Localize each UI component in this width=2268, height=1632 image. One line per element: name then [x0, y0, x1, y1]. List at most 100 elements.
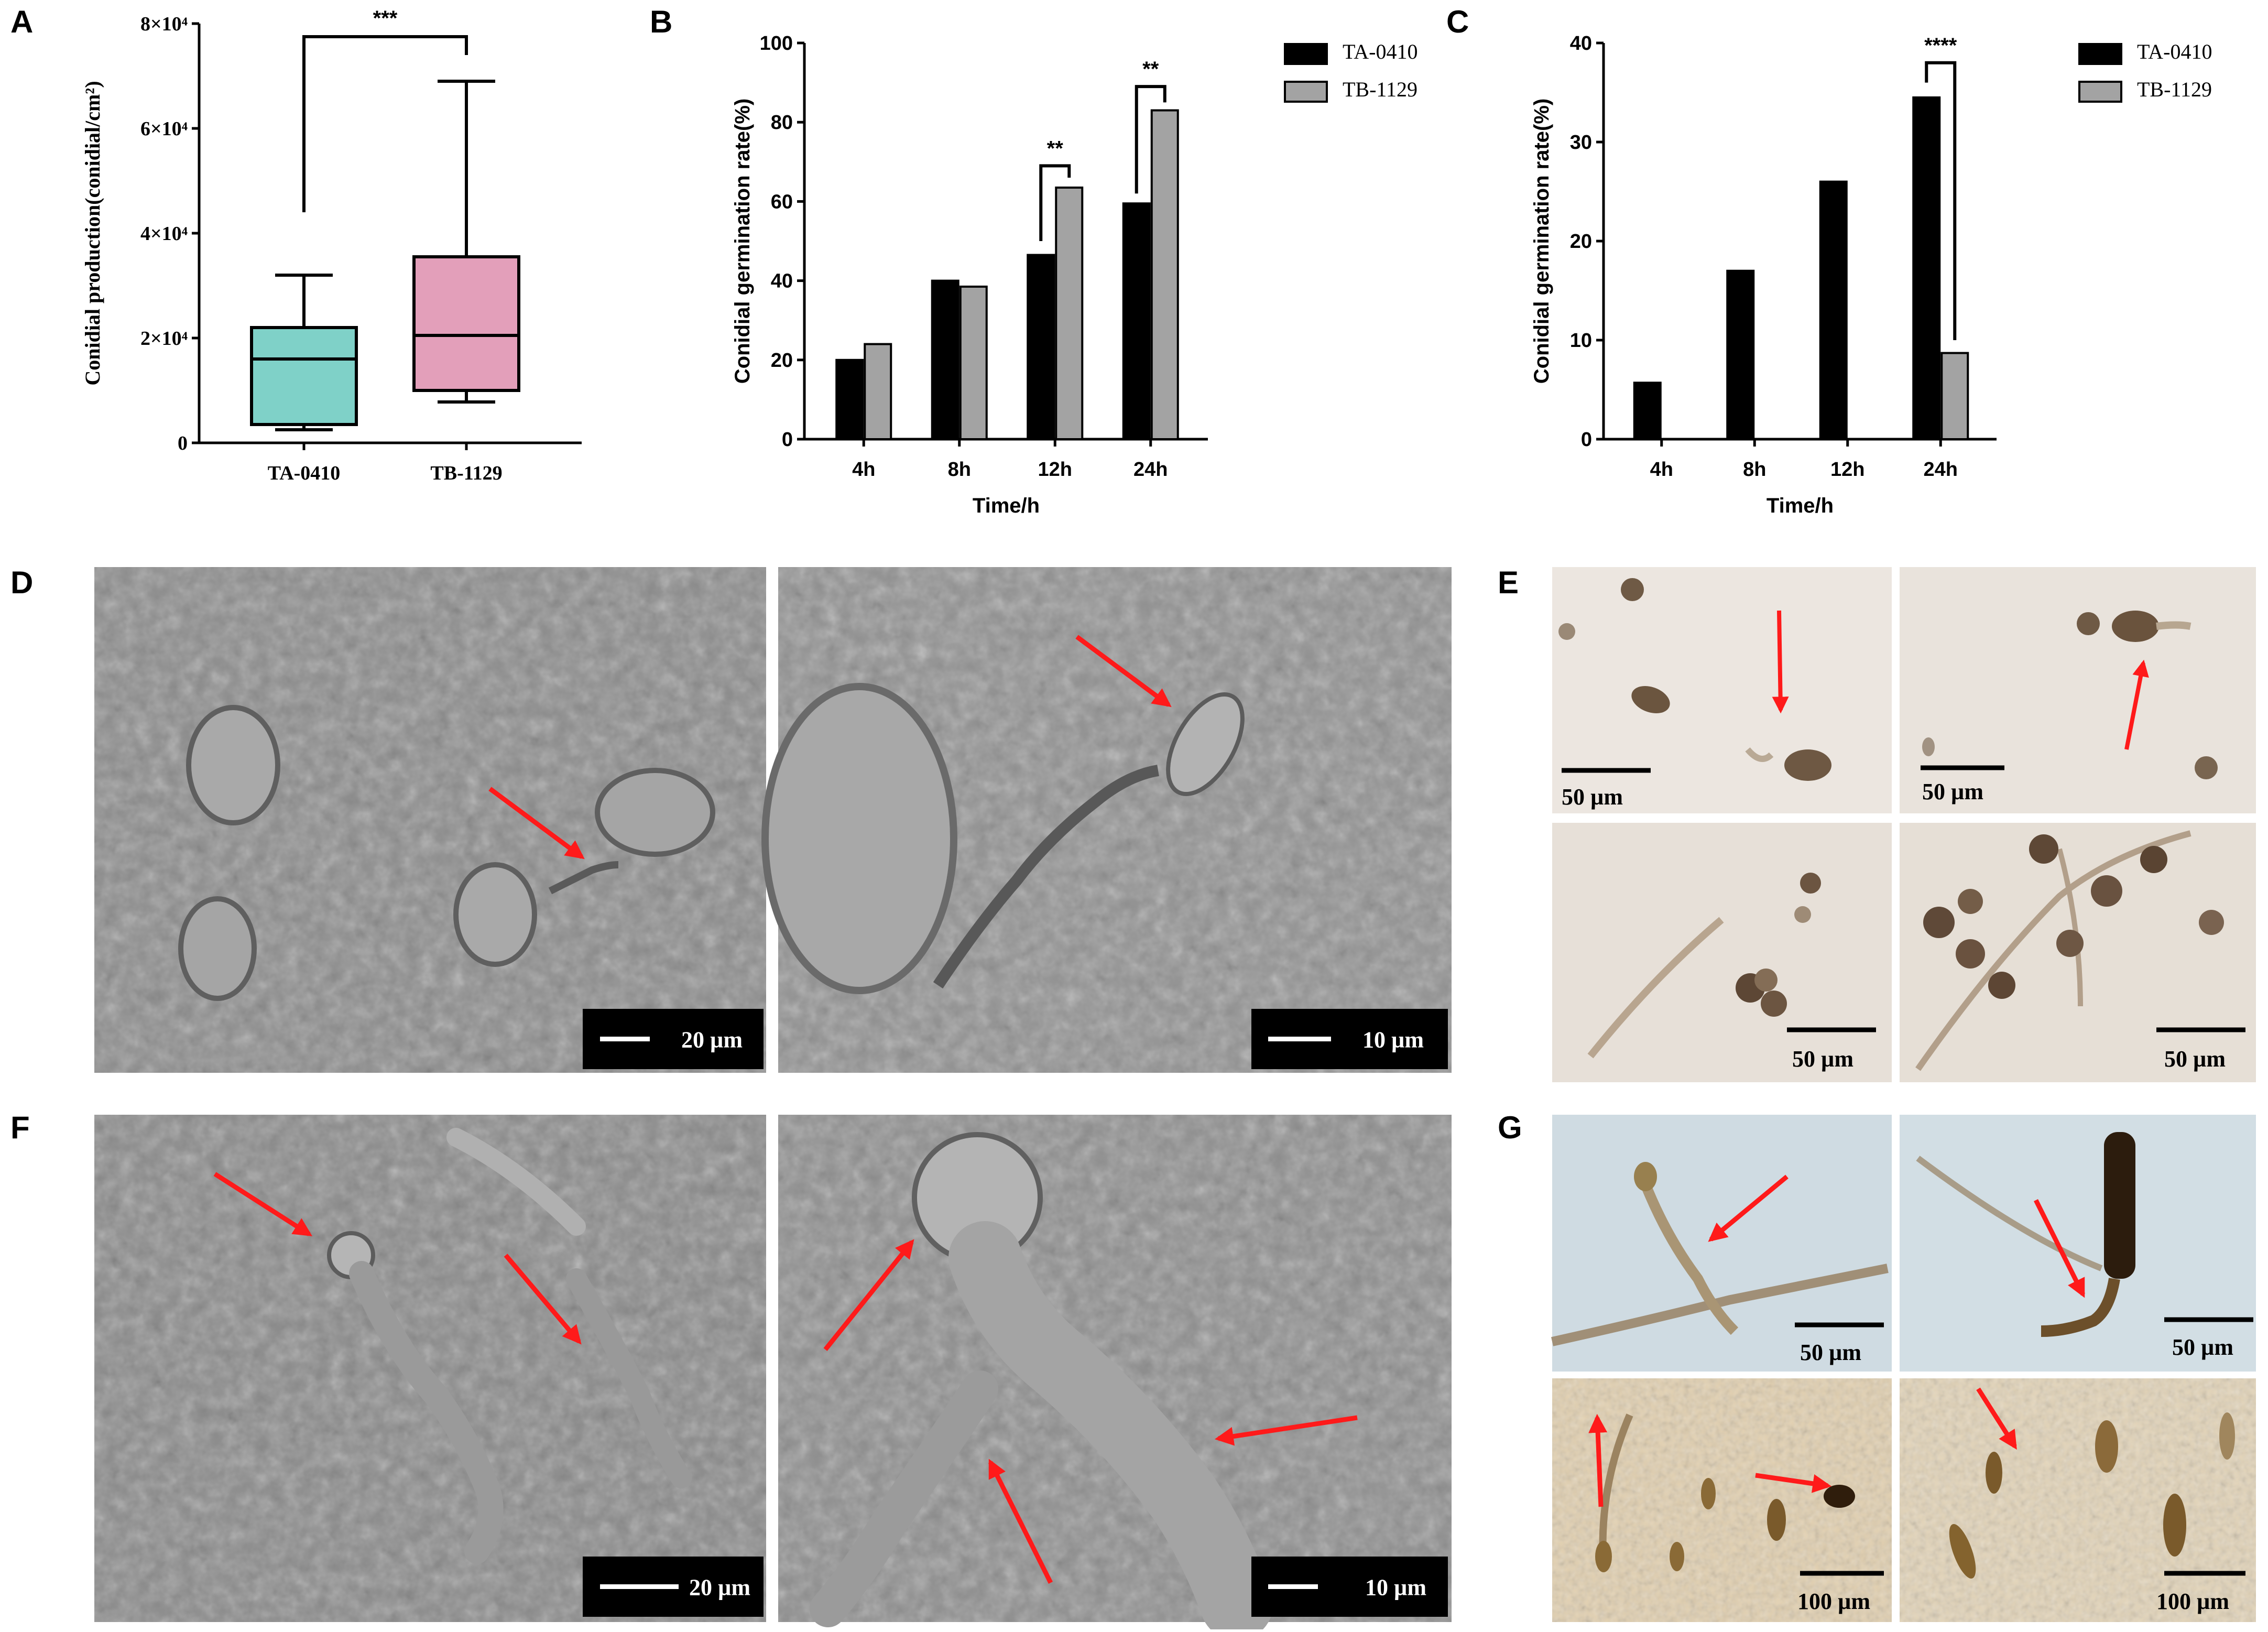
micrograph-e-bottom-right — [1900, 823, 2256, 1082]
scale-bar-label: 100 µm — [2156, 1589, 2229, 1614]
scale-bar-label: 50 µm — [1922, 779, 1983, 804]
y-tick-label: 0 — [782, 429, 793, 451]
bar-tb-1129 — [1055, 186, 1084, 440]
y-axis-title: Conidial production(conidial/cm²) — [81, 81, 104, 385]
y-tick-label: 4×10⁴ — [140, 223, 188, 245]
bar-tb-1129 — [864, 343, 892, 440]
scale-bar-label: 20 µm — [689, 1575, 750, 1601]
micrograph-g-top-left — [1551, 1115, 1892, 1372]
chart-a-box-plot: 0 2×10⁴ 4×10⁴ 6×10⁴ 8×10⁴ TA-0410 TB-1129 *** Co… — [81, 7, 582, 484]
arrow-indicator — [1755, 1473, 1832, 1493]
panel-letter-e: E — [1498, 565, 1519, 600]
y-tick-label: 100 — [760, 32, 793, 55]
significance-bracket — [302, 35, 468, 212]
arrow-indicator — [1588, 1413, 1608, 1507]
significance-label: ** — [1047, 137, 1064, 160]
scale-bar-label: 50 µm — [1562, 784, 1623, 810]
y-axis-title: Conidial germination rate(%) — [731, 99, 754, 384]
micrograph-e-top-left — [1552, 567, 1892, 813]
panel-letter-f: F — [10, 1110, 30, 1145]
x-tick-label: 24h — [1924, 459, 1958, 481]
arrow-indicator — [2033, 1199, 2086, 1298]
bar-ta-0410 — [1819, 180, 1848, 440]
legend-label: TA-0410 — [2137, 40, 2212, 63]
x-tick-label: 12h — [1830, 459, 1864, 481]
legend-swatch — [2078, 81, 2122, 103]
arrow-indicator — [988, 1459, 1053, 1584]
arrow-indicator — [2124, 659, 2149, 750]
scale-bar-label: 50 µm — [1800, 1340, 1861, 1365]
arrow-indicator — [1976, 1387, 2017, 1450]
significance-bracket — [1135, 85, 1166, 194]
arrow-indicator — [504, 1254, 582, 1345]
arrow-indicator — [488, 787, 585, 859]
legend-label: TB-1129 — [1343, 78, 1418, 101]
bar-ta-0410 — [835, 358, 864, 440]
arrow-indicator — [1214, 1415, 1358, 1446]
y-tick-label: 20 — [771, 350, 793, 372]
micrograph-g-bottom-right — [1900, 1378, 2256, 1622]
micrograph-e-bottom-left — [1552, 823, 1892, 1082]
scale-bar-label: 20 µm — [681, 1027, 743, 1053]
bar-tb-1129 — [1150, 109, 1179, 440]
x-tick-label: TB-1129 — [430, 462, 502, 484]
x-tick-label: TA-0410 — [268, 462, 341, 484]
legend-label: TB-1129 — [2137, 78, 2212, 101]
bar-ta-0410 — [1633, 382, 1662, 441]
scale-bar-label: 10 µm — [1365, 1575, 1426, 1601]
scale-bar-label: 50 µm — [1792, 1046, 1853, 1072]
y-tick-label: 10 — [1570, 330, 1592, 352]
chart-c-bar-chart: 0 10 20 30 40 4h 8h 12h 24h Time/h Conidial germin… — [1530, 32, 2212, 517]
x-tick-label: 8h — [948, 459, 971, 481]
micrograph-d-left — [94, 567, 766, 1073]
panel-letter-a: A — [10, 4, 33, 39]
chart-b-bar-chart: 0 20 40 60 80 100 4h 8h 12h 24h Time/h Conidial ger… — [731, 32, 1418, 517]
y-tick-label: 8×10⁴ — [140, 13, 188, 35]
arrow-indicator — [213, 1172, 313, 1236]
micrograph-g-bottom-left — [1552, 1378, 1892, 1622]
bar-ta-0410 — [1726, 269, 1755, 440]
x-axis-title: Time/h — [973, 494, 1040, 517]
x-tick-label: 4h — [852, 459, 875, 481]
bar-ta-0410 — [1912, 96, 1941, 440]
box-body — [412, 255, 520, 392]
x-axis-title: Time/h — [1767, 494, 1834, 517]
scale-bar-label: 50 µm — [2164, 1046, 2226, 1072]
y-tick-label: 0 — [1581, 429, 1592, 451]
micrograph-f-right — [778, 1115, 1452, 1632]
panel-letter-g: G — [1498, 1110, 1522, 1145]
box-body — [250, 326, 358, 426]
significance-label: ** — [1142, 58, 1159, 81]
y-tick-label: 0 — [178, 432, 188, 454]
bar-ta-0410 — [931, 279, 959, 440]
panel-letter-c: C — [1446, 4, 1469, 39]
legend-swatch — [1284, 81, 1328, 103]
panel-letter-b: B — [650, 4, 672, 39]
x-tick-label: 8h — [1743, 459, 1766, 481]
bar-tb-1129 — [1940, 352, 1969, 440]
legend-swatch — [1284, 43, 1328, 65]
scale-bar-label: 10 µm — [1362, 1027, 1424, 1053]
scale-bar-label: 100 µm — [1797, 1589, 1870, 1614]
legend-swatch — [2078, 43, 2122, 65]
y-tick-label: 80 — [771, 112, 793, 134]
y-tick-label: 40 — [771, 270, 793, 292]
significance-bracket — [1925, 61, 1957, 340]
micrograph-g-top-right — [1900, 1115, 2256, 1372]
scale-bar-label: 50 µm — [2172, 1334, 2233, 1360]
y-tick-label: 20 — [1570, 231, 1592, 253]
significance-bracket — [1039, 164, 1071, 241]
x-tick-label: 24h — [1133, 459, 1168, 481]
x-tick-label: 12h — [1038, 459, 1072, 481]
significance-label: **** — [1924, 34, 1957, 57]
arrow-indicator — [1075, 635, 1172, 708]
micrograph-e-top-right — [1900, 567, 2256, 813]
y-tick-label: 30 — [1570, 132, 1592, 154]
arrow-indicator — [1708, 1174, 1789, 1242]
bar-ta-0410 — [1122, 202, 1151, 440]
legend-label: TA-0410 — [1343, 40, 1418, 63]
y-tick-label: 2×10⁴ — [140, 328, 188, 350]
arrow-indicator — [1772, 610, 1789, 714]
arrow-indicator — [823, 1239, 914, 1351]
